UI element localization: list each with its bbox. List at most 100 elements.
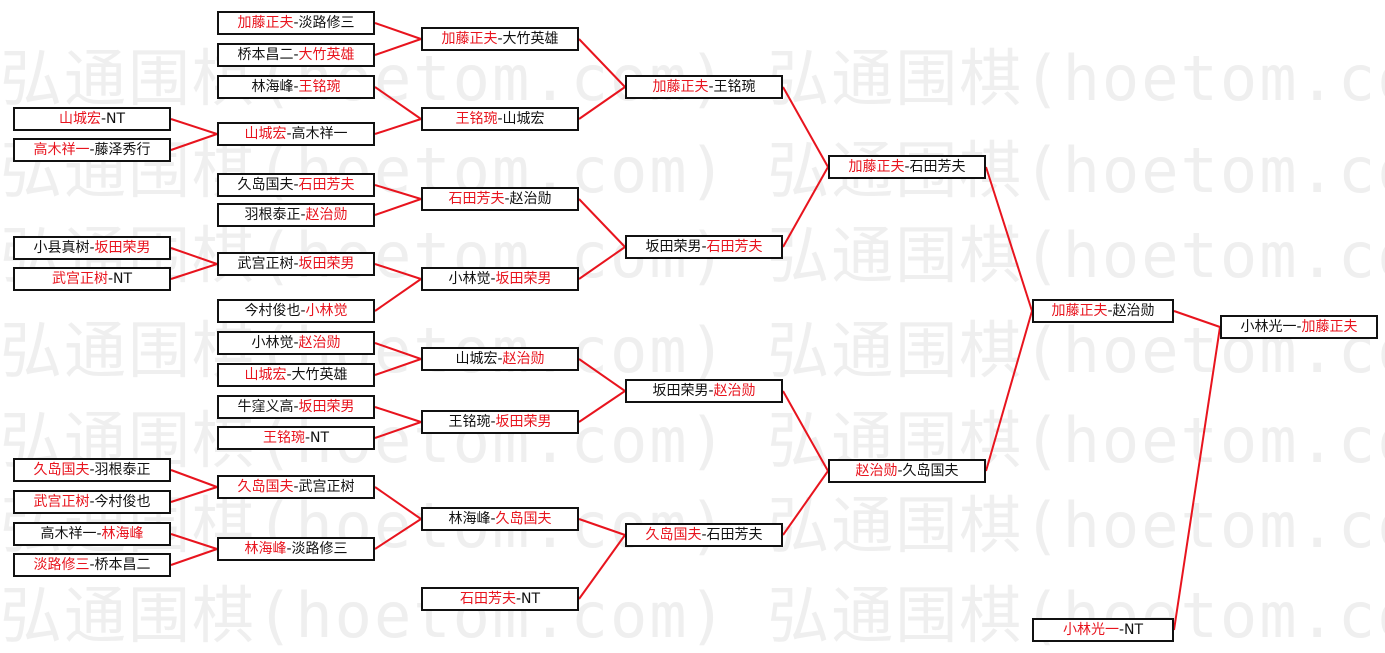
connector-line (578, 246, 626, 280)
match-box-round-1: 小县真树-坂田荣男 (13, 236, 171, 260)
separator: - (904, 159, 910, 175)
player-left: 坂田荣男 (652, 383, 709, 399)
separator: - (96, 526, 102, 542)
player-right: 赵治勋 (298, 335, 341, 351)
connector-line (374, 86, 422, 120)
separator: - (100, 111, 107, 127)
player-right: 坂田荣男 (298, 399, 355, 415)
match-box-round-2: 久岛国夫-武宫正树 (217, 475, 375, 499)
player-right: 坂田荣男 (298, 256, 355, 272)
match-box-round-6: 加藤正夫-赵治勋 (1032, 299, 1174, 323)
connector-line (374, 518, 422, 550)
player-left: 山城宏 (244, 367, 287, 383)
separator: - (286, 126, 292, 142)
separator: - (293, 256, 299, 272)
match-box-round-1: 武宫正树-NT (13, 267, 171, 291)
match-box-round-3: 林海峰-久岛国夫 (421, 507, 579, 531)
player-right: 淡路修三 (291, 541, 348, 557)
player-left: 小林光一 (1062, 622, 1119, 638)
player-right: 赵治勋 (305, 207, 348, 223)
match-box-round-2: 久岛国夫-石田芳夫 (217, 173, 375, 197)
connector-line (374, 278, 422, 312)
separator: - (304, 430, 311, 446)
connector-line (578, 534, 626, 600)
player-right: 大竹英雄 (291, 367, 348, 383)
player-left: 加藤正夫 (237, 15, 294, 31)
connector-line (782, 470, 829, 536)
player-right: 藤泽秀行 (94, 142, 151, 158)
connector-line (374, 342, 422, 360)
separator: - (708, 79, 714, 95)
player-right: 久岛国夫 (495, 511, 552, 527)
player-right: 石田芳夫 (909, 159, 966, 175)
player-left: 山城宏 (244, 126, 287, 142)
match-box-round-3: 山城宏-赵治勋 (421, 347, 579, 371)
match-box-round-1: 淡路修三-桥本昌二 (13, 553, 171, 577)
player-left: 高木祥一 (33, 142, 90, 158)
separator: - (701, 527, 707, 543)
player-left: 林海峰 (244, 541, 287, 557)
connector-line (374, 184, 422, 200)
match-box-round-3: 石田芳夫-赵治勋 (421, 187, 579, 211)
player-right: 淡路修三 (298, 15, 355, 31)
match-box-round-2: 羽根泰正-赵治勋 (217, 203, 375, 227)
player-right: 坂田荣男 (495, 271, 552, 287)
separator: - (490, 511, 496, 527)
connector-line (782, 166, 829, 248)
separator: - (897, 463, 903, 479)
connector-line (782, 390, 829, 472)
separator: - (293, 79, 299, 95)
player-right: 赵治勋 (502, 351, 545, 367)
match-box-round-3: 石田芳夫-NT (421, 587, 579, 611)
player-right: 坂田荣男 (94, 240, 151, 256)
separator: - (1118, 622, 1125, 638)
player-left: 赵治勋 (855, 463, 898, 479)
player-left: 王铭琬 (262, 430, 305, 446)
match-box-round-2: 山城宏-大竹英雄 (217, 363, 375, 387)
connector-line (578, 358, 626, 392)
separator: - (515, 591, 522, 607)
player-right: 今村俊也 (94, 494, 151, 510)
player-left: 加藤正夫 (848, 159, 905, 175)
player-left: 武宫正树 (51, 271, 108, 287)
connector-line (374, 486, 422, 520)
player-left: 石田芳夫 (459, 591, 516, 607)
player-left: 高木祥一 (40, 526, 97, 542)
separator: - (293, 479, 299, 495)
player-right: 赵治勋 (1112, 303, 1155, 319)
separator: - (89, 462, 95, 478)
separator: - (286, 367, 292, 383)
player-left: 久岛国夫 (645, 527, 702, 543)
player-right: 小林觉 (305, 303, 348, 319)
player-left: 山城宏 (58, 111, 101, 127)
player-left: 小县真树 (33, 240, 90, 256)
separator: - (490, 414, 496, 430)
separator: - (490, 271, 496, 287)
match-box-round-2: 牛窪义高-坂田荣男 (217, 395, 375, 419)
player-left: 今村俊也 (244, 303, 301, 319)
player-right: NT (310, 430, 330, 446)
connector-line (170, 118, 218, 135)
player-left: 加藤正夫 (441, 31, 498, 47)
separator: - (293, 177, 299, 193)
player-right: 大竹英雄 (298, 47, 355, 63)
player-left: 林海峰 (251, 79, 294, 95)
player-right: 武宫正树 (298, 479, 355, 495)
player-right: 久岛国夫 (902, 463, 959, 479)
player-left: 久岛国夫 (237, 177, 294, 193)
separator: - (504, 191, 510, 207)
match-box-round-2: 加藤正夫-淡路修三 (217, 11, 375, 35)
connector-line (374, 406, 422, 423)
player-right: 林海峰 (101, 526, 144, 542)
connector-line (985, 310, 1033, 472)
player-left: 王铭琬 (448, 414, 491, 430)
separator: - (293, 399, 299, 415)
separator: - (497, 351, 503, 367)
match-box-round-5: 加藤正夫-石田芳夫 (828, 155, 986, 179)
player-left: 加藤正夫 (652, 79, 709, 95)
connector-line (578, 390, 626, 423)
separator: - (89, 494, 95, 510)
player-right: 山城宏 (502, 111, 545, 127)
connector-line (374, 118, 422, 135)
